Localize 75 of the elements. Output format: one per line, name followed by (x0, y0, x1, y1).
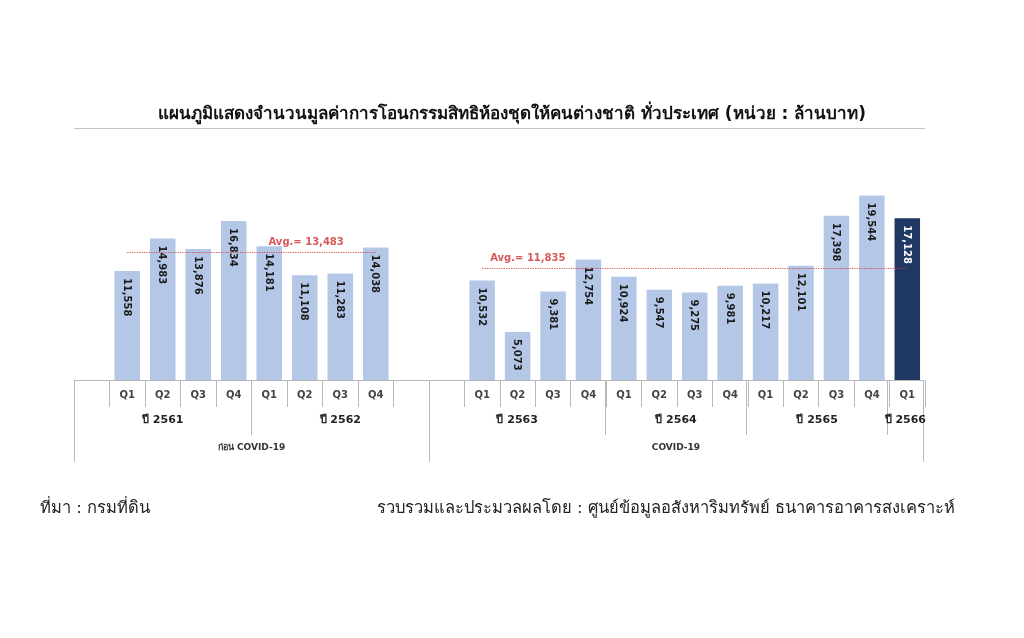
bar (539, 291, 566, 380)
data-label: 9,981 (724, 292, 736, 325)
x-tick-label: Q3 (686, 388, 703, 400)
x-tick-label: Q4 (226, 388, 242, 400)
bar (220, 221, 247, 380)
data-label: 14,983 (157, 245, 169, 285)
bar (646, 289, 672, 380)
data-label: 9,547 (653, 296, 665, 329)
bar (256, 246, 283, 380)
bar (291, 275, 318, 380)
ref-line-label: Avg.= 13,483 (268, 236, 344, 248)
data-label: 17,398 (830, 222, 842, 262)
text: ปี 2564 (653, 413, 697, 426)
text: ที่มา : กรมที่ดิน (40, 495, 151, 519)
x-tick-label: Q1 (119, 388, 135, 400)
x-tick-label: Q3 (828, 388, 844, 400)
x-tick-label: Q2 (651, 388, 667, 400)
bar (469, 280, 495, 380)
text: ปี 2566 (883, 413, 926, 426)
text: รวบรวมและประมวลผลโดย : ศูนย์ข้อมูลอสังหาริมทรัพย์ ธนาคารอาคารสงเคราะห์ (376, 497, 955, 520)
data-label: 11,558 (121, 277, 133, 317)
x-tick-label: Q1 (757, 388, 773, 400)
data-label: 12,754 (582, 266, 594, 306)
x-tick-label: Q2 (154, 388, 171, 400)
x-tick-label: Q2 (297, 388, 313, 400)
bar (610, 276, 637, 380)
text: ปี 2565 (794, 413, 838, 426)
data-label: 10,924 (617, 283, 629, 323)
data-label: 14,038 (370, 254, 382, 294)
ref-line-label: Avg.= 11,835 (489, 251, 566, 263)
data-label: 19,544 (865, 202, 877, 242)
x-tick-label: Q2 (509, 388, 525, 400)
text: ปี 2563 (495, 413, 538, 426)
x-tick-label: Q4 (863, 388, 880, 400)
text: ก่อน COVID-19 (217, 441, 286, 452)
bar (149, 238, 176, 380)
x-tick-label: Q4 (722, 388, 738, 400)
bar (823, 215, 849, 380)
data-label: 10,217 (759, 290, 771, 330)
x-tick-label: Q1 (615, 388, 632, 400)
data-label: 16,834 (228, 228, 240, 267)
x-tick-label: Q3 (332, 388, 349, 400)
x-tick-label: Q4 (368, 388, 384, 400)
data-label: 5,073 (511, 339, 523, 371)
text: ปี 2561 (141, 413, 184, 426)
data-label: 9,275 (688, 299, 700, 332)
text: COVID-19 (651, 441, 700, 452)
bar (716, 285, 743, 380)
x-tick-label: Q3 (544, 388, 561, 400)
bar (185, 249, 212, 380)
x-tick-label: Q2 (792, 388, 809, 400)
data-label: 11,283 (334, 280, 346, 320)
x-tick-label: Q1 (899, 388, 915, 400)
data-label: 10,532 (476, 287, 488, 327)
text: แผนภูมิแสดงจำนวนมูลค่าการโอนกรรมสิทธิห้องชุดให้คนต่างชาติ ทั่วประเทศ (หน่วย : ล้านบาท) (157, 100, 867, 126)
x-tick-label: Q1 (261, 388, 278, 400)
bar (575, 259, 601, 380)
data-label: 9,381 (547, 298, 559, 331)
bar (858, 195, 885, 380)
bar (752, 283, 778, 380)
data-label: 14,181 (263, 253, 275, 292)
x-tick-label: Q3 (190, 388, 206, 400)
x-tick-label: Q1 (474, 388, 490, 400)
data-label: 11,108 (299, 282, 311, 321)
data-label: 13,876 (192, 256, 204, 295)
bar (787, 265, 814, 380)
text: ปี 2562 (318, 413, 361, 426)
data-label: 17,128 (901, 225, 913, 264)
data-label: 12,101 (795, 272, 807, 312)
x-tick-label: Q4 (580, 388, 596, 400)
bar (114, 270, 140, 380)
bar (363, 247, 389, 380)
bar (327, 273, 354, 380)
bar (894, 218, 920, 380)
bar (681, 292, 708, 380)
